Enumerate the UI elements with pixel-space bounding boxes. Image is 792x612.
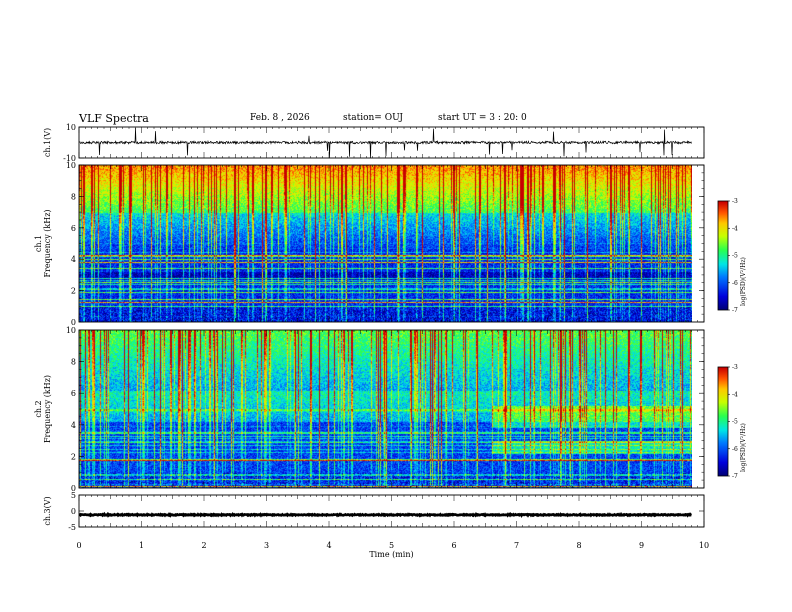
y-tick-label: 2 <box>71 287 76 296</box>
ch1-waveform-trace <box>78 128 692 159</box>
y-tick-label: -5 <box>68 523 76 532</box>
colorbar-label: log(PSD)(V²/Hz) <box>740 257 747 306</box>
y-tick-label: 0 <box>71 484 76 493</box>
y-tick-label: 5 <box>71 491 76 500</box>
x-tick-label: 3 <box>264 541 269 550</box>
y-axis-label: ch.1 <box>34 235 43 252</box>
y-axis-label: ch.2 <box>34 400 43 417</box>
y-tick-label: 4 <box>71 421 76 430</box>
colorbar-tick-label: -3 <box>732 198 738 205</box>
colorbar-tick-label: -6 <box>732 446 738 453</box>
ch3-waveform-trace <box>79 511 692 518</box>
y-tick-label: 6 <box>71 224 76 233</box>
x-tick-label: 1 <box>139 541 144 550</box>
colorbar-tick-label: -5 <box>732 419 738 426</box>
station-label: station= OUJ <box>343 113 404 123</box>
start-time-label: start UT = 3 : 20: 0 <box>438 113 527 123</box>
y-tick-label: 8 <box>71 192 76 201</box>
y-axis-label: ch.1(V) <box>43 128 52 157</box>
y-axis-label: ch.3(V) <box>43 496 52 525</box>
ch2-spectrogram-image <box>79 330 692 488</box>
x-axis-label: Time (min) <box>369 550 413 559</box>
y-axis-label: Frequency (kHz) <box>43 375 52 443</box>
x-tick-label: 8 <box>576 541 581 550</box>
colorbar-tick-label: -5 <box>732 253 738 260</box>
x-tick-label: 5 <box>389 541 394 550</box>
colorbar-tick-label: -3 <box>732 364 738 371</box>
x-tick-label: 6 <box>451 541 456 550</box>
colorbar-tick-label: -4 <box>732 391 738 398</box>
colorbar-tick-label: -6 <box>732 280 738 287</box>
y-tick-label: 2 <box>71 452 76 461</box>
colorbar-tick-label: -7 <box>732 473 738 480</box>
y-axis-label: Frequency (kHz) <box>43 209 52 277</box>
colorbar-label: log(PSD)(V²/Hz) <box>740 423 747 472</box>
x-tick-label: 0 <box>76 541 81 550</box>
y-tick-label: 0 <box>71 507 76 516</box>
y-tick-label: -10 <box>63 154 76 163</box>
x-tick-label: 9 <box>639 541 644 550</box>
y-tick-label: 6 <box>71 389 76 398</box>
x-tick-label: 10 <box>699 541 709 550</box>
ch1-spectrogram-image <box>79 165 692 322</box>
y-tick-label: 10 <box>66 326 76 335</box>
y-tick-label: 0 <box>71 318 76 327</box>
colorbar-ch2 <box>718 367 728 476</box>
colorbar-ch1 <box>718 201 728 310</box>
y-tick-label: 10 <box>66 123 76 132</box>
y-tick-label: 4 <box>71 255 76 264</box>
x-tick-label: 2 <box>201 541 206 550</box>
colorbar-tick-label: -7 <box>732 307 738 314</box>
y-tick-label: 8 <box>71 358 76 367</box>
chart-title: VLF Spectra <box>79 112 149 125</box>
x-tick-label: 4 <box>326 541 331 550</box>
colorbar-tick-label: -4 <box>732 225 738 232</box>
y-tick-label: 10 <box>66 161 76 170</box>
date-label: Feb. 8 , 2026 <box>250 113 310 123</box>
x-tick-label: 7 <box>514 541 519 550</box>
